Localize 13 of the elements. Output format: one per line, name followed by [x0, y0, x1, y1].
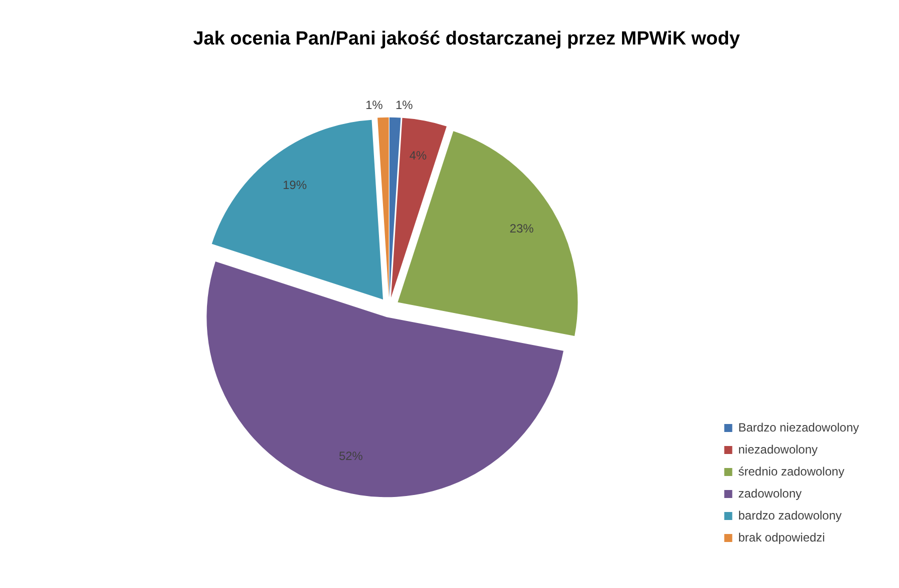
legend-label: Bardzo niezadowolony — [738, 420, 860, 434]
legend-label: średnio zadowolony — [738, 464, 844, 478]
legend-label: brak odpowiedzi — [738, 530, 825, 544]
data-label: 1% — [395, 98, 414, 112]
legend-label: bardzo zadowolony — [738, 508, 842, 522]
chart-title: Jak ocenia Pan/Pani jakość dostarczanej przez MPWiK wody — [193, 28, 740, 50]
data-label: 4% — [409, 148, 427, 162]
legend-label: zadowolony — [738, 486, 802, 500]
legend-label: niezadowolony — [738, 442, 818, 456]
data-label: 23% — [510, 221, 534, 236]
data-label: 1% — [365, 98, 384, 112]
data-label: 19% — [282, 178, 308, 192]
data-label: 52% — [338, 448, 364, 463]
